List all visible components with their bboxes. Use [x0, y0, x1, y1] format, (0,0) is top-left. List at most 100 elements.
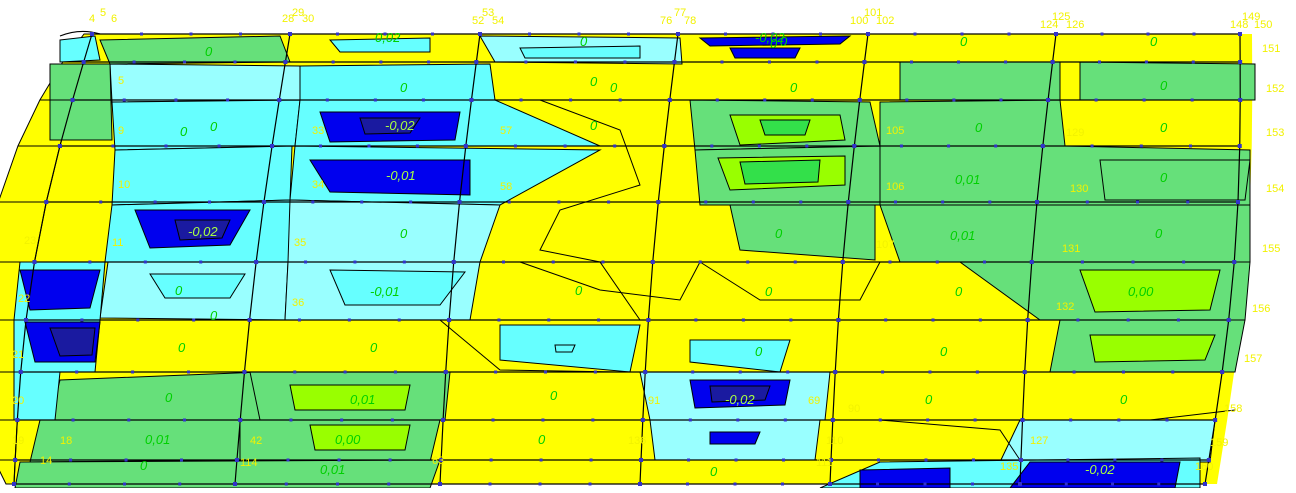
mesh-node: [373, 98, 377, 102]
mesh-node: [1072, 370, 1076, 374]
value-label: 0,01: [350, 392, 375, 407]
contour-core: [19, 269, 101, 311]
mesh-node: [971, 482, 974, 486]
mesh-node: [715, 98, 719, 102]
node-label: 110: [826, 435, 844, 447]
node-label: 111: [816, 457, 833, 469]
mesh-node: [805, 144, 809, 148]
mesh-node: [819, 32, 822, 36]
mesh-node: [1146, 32, 1150, 36]
mesh-node: [127, 418, 131, 422]
mesh-node: [846, 200, 851, 204]
contour-patch: [729, 204, 876, 261]
node-label: 106: [886, 181, 904, 193]
mesh-node: [208, 200, 212, 204]
value-label: 0: [210, 308, 218, 323]
mesh-node: [438, 482, 442, 486]
value-label: 0: [780, 34, 788, 49]
mesh-node: [192, 318, 196, 322]
mesh-node: [284, 482, 288, 486]
mesh-node: [588, 482, 592, 486]
value-label: 0,01: [145, 432, 170, 447]
mesh-node: [360, 200, 364, 204]
node-label: 76: [660, 15, 672, 27]
value-label: -0,01: [386, 168, 416, 183]
mesh-node: [771, 32, 775, 36]
node-label: 157: [1244, 353, 1262, 365]
mesh-node: [443, 370, 448, 374]
value-label: 0: [550, 388, 558, 403]
mesh-node: [132, 60, 136, 64]
mesh-node: [676, 32, 680, 36]
contour-core: [49, 327, 96, 357]
node-label: 10: [118, 179, 130, 191]
node-label: 29: [292, 7, 304, 19]
node-label: 34: [312, 179, 324, 191]
mesh-node: [1100, 32, 1104, 36]
mesh-node: [973, 418, 977, 422]
value-label: 0: [1120, 392, 1128, 407]
mesh-node: [686, 482, 689, 486]
mesh-node: [88, 260, 92, 264]
contour-patch: [899, 61, 1061, 101]
value-label: 0: [370, 340, 378, 355]
mesh-node: [738, 370, 742, 374]
value-labels: 0 0 0 0 0 0 0 0 0 0 0 0 0 0 0 0 0 0 0 0 0 0 0 0 0 0 0 0 0 0 0 0 0 0 0 0 0,02…: [140, 30, 1168, 479]
mesh-node: [32, 260, 37, 264]
value-label: 0: [1160, 120, 1168, 135]
mesh-node: [1192, 32, 1196, 36]
mesh-node: [662, 144, 667, 148]
mesh-node: [44, 200, 49, 204]
mesh-node: [1226, 318, 1231, 322]
value-label: 0,00: [335, 432, 361, 447]
mesh-node: [593, 370, 597, 374]
mesh-node: [1076, 318, 1080, 322]
mesh-node: [234, 458, 239, 462]
mesh-node: [994, 144, 998, 148]
mesh-node: [597, 318, 601, 322]
value-label: 0: [960, 34, 968, 49]
contour-isoline: [699, 261, 881, 301]
node-label: 5: [100, 7, 106, 19]
mesh-node: [421, 98, 425, 102]
mesh-node: [80, 318, 84, 322]
mesh-node: [1085, 200, 1089, 204]
contour-core: [329, 269, 466, 306]
mesh-node: [1113, 458, 1117, 462]
mesh-node: [1029, 260, 1034, 264]
mesh-node: [789, 318, 793, 322]
mesh-node: [289, 418, 293, 422]
mesh-node: [183, 60, 187, 64]
value-label: 0: [955, 284, 963, 299]
mesh-node: [1020, 418, 1025, 422]
mesh-node: [1189, 144, 1193, 148]
node-label: 14: [40, 455, 52, 467]
mesh-node: [325, 98, 329, 102]
mesh-node: [189, 32, 193, 36]
node-label: 28: [282, 13, 294, 25]
mesh-node: [829, 458, 834, 462]
mesh-node: [1160, 458, 1164, 462]
mesh-node: [183, 418, 187, 422]
mesh-node: [799, 200, 803, 204]
mesh-node: [1238, 60, 1243, 64]
contour-patch: [299, 63, 496, 101]
mesh-node: [1121, 370, 1125, 374]
mesh-node: [286, 458, 290, 462]
mesh-node: [233, 482, 237, 486]
value-label: 0: [590, 118, 598, 133]
mesh-node: [833, 370, 838, 374]
mesh-node: [217, 144, 221, 148]
mesh-node: [143, 260, 147, 264]
mesh-top-arc: [59, 30, 101, 37]
contour-isoline: [439, 319, 621, 373]
value-label: 0: [1160, 78, 1168, 93]
mesh-node: [947, 144, 951, 148]
node-label: 42: [250, 435, 262, 447]
contour-core: [554, 344, 576, 353]
mesh-node: [935, 260, 939, 264]
node-label: 126: [1066, 19, 1084, 31]
value-label: 0: [178, 340, 186, 355]
mesh-node: [524, 60, 528, 64]
